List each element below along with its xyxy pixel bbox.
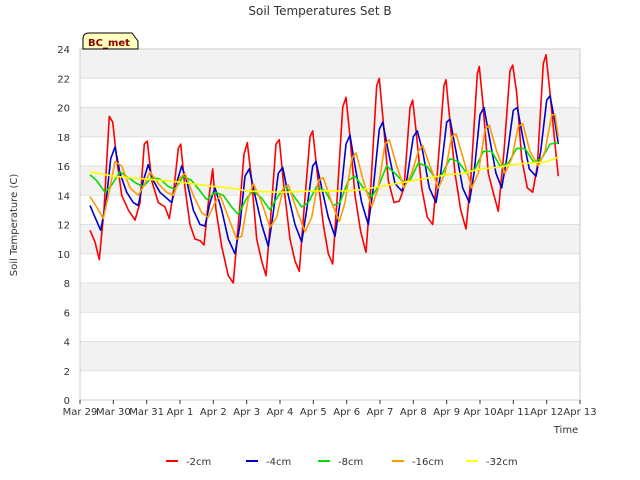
legend-label: -8cm <box>338 457 363 468</box>
legend-label: -4cm <box>266 457 291 468</box>
plot-background-bands <box>80 49 580 401</box>
series-line-4cm <box>89 95 560 255</box>
series-layer <box>89 54 560 284</box>
y-tick-label: 14 <box>57 191 70 202</box>
legend-label: -32cm <box>486 457 518 468</box>
chart-title: Soil Temperatures Set B <box>248 4 391 18</box>
plot-area-frame <box>79 48 581 401</box>
x-tick-label: Apr 5 <box>300 407 327 418</box>
x-tick-label: Apr 6 <box>333 407 360 418</box>
grid-band <box>80 49 580 79</box>
legend-label: -2cm <box>186 457 211 468</box>
y-tick-label: 20 <box>57 104 70 115</box>
grid-band <box>80 283 580 313</box>
grid-band <box>80 341 580 371</box>
grid-band <box>80 312 580 342</box>
x-tick-label: Apr 13 <box>563 407 596 418</box>
x-tick-label: Mar 30 <box>96 407 131 418</box>
x-tick-label: Apr 1 <box>167 407 194 418</box>
legend: -2cm -4cm -8cm -16cm -32cm <box>166 457 518 468</box>
y-tick-label: 8 <box>64 279 70 290</box>
series-line-16cm <box>89 114 560 240</box>
y-tick-label: 16 <box>57 162 70 173</box>
x-tick-label: Mar 29 <box>63 407 98 418</box>
x-tick-label: Apr 10 <box>463 407 496 418</box>
y-tick-label: 4 <box>64 338 70 349</box>
x-tick-label: Apr 11 <box>497 407 530 418</box>
grid-band <box>80 78 580 108</box>
y-tick-label: 22 <box>57 74 70 85</box>
grid-band <box>80 224 580 254</box>
x-tick-label: Apr 3 <box>233 407 260 418</box>
legend-label: -16cm <box>412 457 444 468</box>
site-label: BC_met <box>88 38 130 49</box>
x-tick-label: Apr 2 <box>200 407 227 418</box>
x-tick-label: Apr 8 <box>400 407 427 418</box>
y-tick-label: 24 <box>57 45 70 56</box>
x-tick-label: Apr 9 <box>433 407 460 418</box>
y-tick-label: 18 <box>57 133 70 144</box>
y-tick-label: 10 <box>57 250 70 261</box>
y-axis-title: Soil Temperature (C) <box>9 174 20 277</box>
x-tick-label: Apr 4 <box>267 407 294 418</box>
grid-band <box>80 370 580 400</box>
x-axis-title: Time <box>553 425 578 436</box>
site-label-box: BC_met <box>82 32 139 50</box>
y-tick-label: 6 <box>64 308 70 319</box>
grid-band <box>80 107 580 137</box>
x-tick-label: Apr 12 <box>530 407 563 418</box>
y-tick-label: 0 <box>64 396 70 407</box>
series-line-8cm <box>89 141 559 216</box>
x-tick-label: Mar 31 <box>129 407 164 418</box>
series-line-32cm <box>89 156 559 194</box>
x-tick-label: Apr 7 <box>367 407 394 418</box>
y-tick-label: 2 <box>64 367 70 378</box>
y-tick-label: 12 <box>57 221 70 232</box>
